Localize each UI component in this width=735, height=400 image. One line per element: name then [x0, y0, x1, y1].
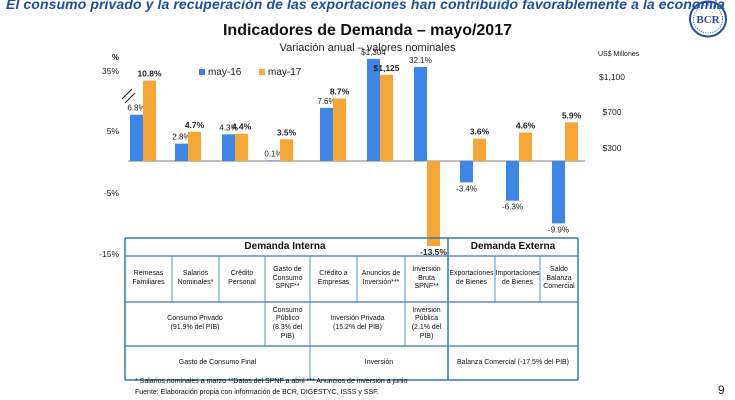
bar-may-17-5 [380, 74, 393, 161]
table-cell-indicator: Remesas Familiares [132, 270, 165, 286]
inversion-privada-label: Inversión Privada [330, 315, 385, 323]
gasto-consumo-final-cell: Gasto de Consumo Final [178, 358, 257, 366]
bar-may-17-4 [333, 98, 346, 161]
bar-may-16-1 [175, 143, 188, 161]
bar-may-16-8 [506, 161, 519, 201]
consumo-privado-cell: Consumo Privado (91.9% del PIB) [125, 302, 265, 346]
data-label-may-16-1: 2.8% [172, 133, 190, 142]
bar-may-16-3 [267, 160, 280, 161]
page-number: 9 [718, 383, 725, 397]
bar-may-17-0 [143, 80, 156, 161]
table-cell-indicator: Anuncios de Inversión*** [361, 270, 401, 286]
data-label-may-16-7: -3.4% [456, 184, 477, 193]
data-label-may-17-6: -13.5% [420, 247, 447, 257]
bar-may-17-8 [519, 132, 532, 161]
data-label-may-16-4: 7.6% [317, 97, 335, 106]
right-axis-unit: US$ Millones [598, 51, 640, 58]
left-axis-tick: 5% [107, 126, 120, 136]
inversion-privada-pct: (15.2% del PIB) [332, 324, 383, 331]
right-axis-tick: $700 [603, 107, 622, 117]
bar-may-16-7 [460, 161, 473, 183]
data-label-may-16-5: $1,304 [361, 48, 386, 57]
bar-may-17-1 [188, 131, 201, 161]
table-cell-indicator: Salarios Nominales* [177, 270, 214, 286]
table-cell-indicator: Saldo Balanza Comercial [543, 265, 575, 291]
consumo-publico-pct: (8.3% del PIB) [272, 324, 303, 340]
chart-subtitle: Variación anual – valores nominales [279, 42, 456, 54]
data-label-may-17-1: 4.7% [185, 120, 205, 130]
data-label-may-16-2: 4.3% [219, 123, 237, 132]
inversion-publica-label: Inversión Pública [412, 306, 441, 323]
consumo-publico-label: Consumo Público [272, 306, 303, 323]
data-label-may-16-3: 0.1% [264, 149, 282, 158]
left-axis-unit: % [112, 53, 119, 62]
inversion-publica-pct: (2.1% del PIB) [411, 324, 442, 340]
table-cell-indicator: Crédito a Empresas [317, 270, 350, 286]
data-label-may-17-5: $1,125 [374, 63, 400, 73]
table-cell-indicator: Inversión Bruta SPNF** [412, 265, 441, 291]
consumo-privado-label: Consumo Privado [167, 315, 223, 323]
table-section-externa: Demanda Externa [470, 240, 556, 252]
consumo-publico-cell: Consumo Público (8.3% del PIB) [265, 302, 310, 346]
data-label-may-16-8: -6.3% [502, 203, 523, 212]
inversion-publica-cell: Inversión Pública (2.1% del PIB) [405, 302, 448, 346]
bar-may-17-9 [565, 122, 578, 161]
data-label-may-17-9: 5.9% [562, 110, 582, 120]
bar-may-16-2 [222, 134, 235, 161]
logo-text: BCR [696, 14, 720, 26]
table-section-interna: Demanda Interna [244, 240, 326, 252]
inversion-privada-cell: Inversión Privada (15.2% del PIB) [310, 302, 405, 346]
data-label-may-17-7: 3.6% [470, 127, 490, 137]
data-label-may-17-4: 8.7% [330, 87, 350, 97]
left-axis-tick: 35% [102, 66, 119, 76]
data-label-may-17-0: 10.8% [137, 69, 162, 79]
bar-may-17-7 [473, 138, 486, 161]
table-cell-indicator: Gasto de Consumo SPNF** [272, 265, 303, 291]
balanza-comercial-cell: Balanza Comercial (-17.5% del PIB) [456, 358, 570, 366]
legend-swatch-may17 [259, 69, 265, 75]
axis-break-mark [124, 92, 136, 104]
slide-headline: El consumo privado y la recuperación de … [6, 0, 725, 12]
data-label-may-16-9: -9.9% [548, 225, 569, 234]
legend-swatch-may16 [199, 69, 205, 75]
demand-chart: 35% 5% -5% -15%% $1,100 $700 $300 US$ Millones m… [99, 48, 640, 259]
bar-may-16-9 [552, 161, 565, 224]
bar-may-17-2 [235, 133, 248, 161]
consumo-privado-pct: (91.9% del PIB) [170, 324, 220, 331]
inversion-cell: Inversión [364, 358, 394, 366]
legend-label-may16: may-16 [208, 67, 242, 78]
bar-may-16-0 [130, 114, 143, 161]
data-label-may-17-3: 3.5% [277, 127, 297, 137]
right-axis-tick: $300 [603, 143, 622, 153]
bar-may-17-3 [280, 139, 293, 161]
left-axis-tick: -5% [104, 188, 120, 198]
axis-break-mark [121, 88, 133, 100]
data-label-may-17-2: 4.4% [232, 122, 252, 132]
data-label-may-16-0: 6.8% [127, 104, 145, 113]
chart-title: Indicadores de Demanda – mayo/2017 [222, 22, 512, 39]
right-axis-tick: $1,100 [599, 72, 625, 82]
bar-may-16-4 [320, 107, 333, 161]
legend-label-may17: may-17 [268, 67, 302, 78]
data-label-may-16-6: 32.1% [409, 56, 432, 65]
footnote-source: Fuente: Elaboración propia con informaci… [135, 389, 379, 396]
left-axis-tick: -15% [99, 249, 119, 259]
bar-may-16-6 [414, 67, 427, 161]
bcr-logo: BCR [689, 0, 727, 38]
table-cell-indicator: Crédito Personal [228, 270, 256, 286]
table-cell-indicator: Importaciones de Bienes [495, 270, 540, 286]
table-cell-indicator: Exportaciones de Bienes [449, 270, 494, 286]
bar-may-17-6 [427, 161, 440, 247]
footnote-notes: * Salarios nominales a marzo **Datos del… [135, 378, 408, 385]
data-label-may-17-8: 4.6% [516, 120, 536, 130]
bar-may-16-5 [367, 58, 380, 161]
